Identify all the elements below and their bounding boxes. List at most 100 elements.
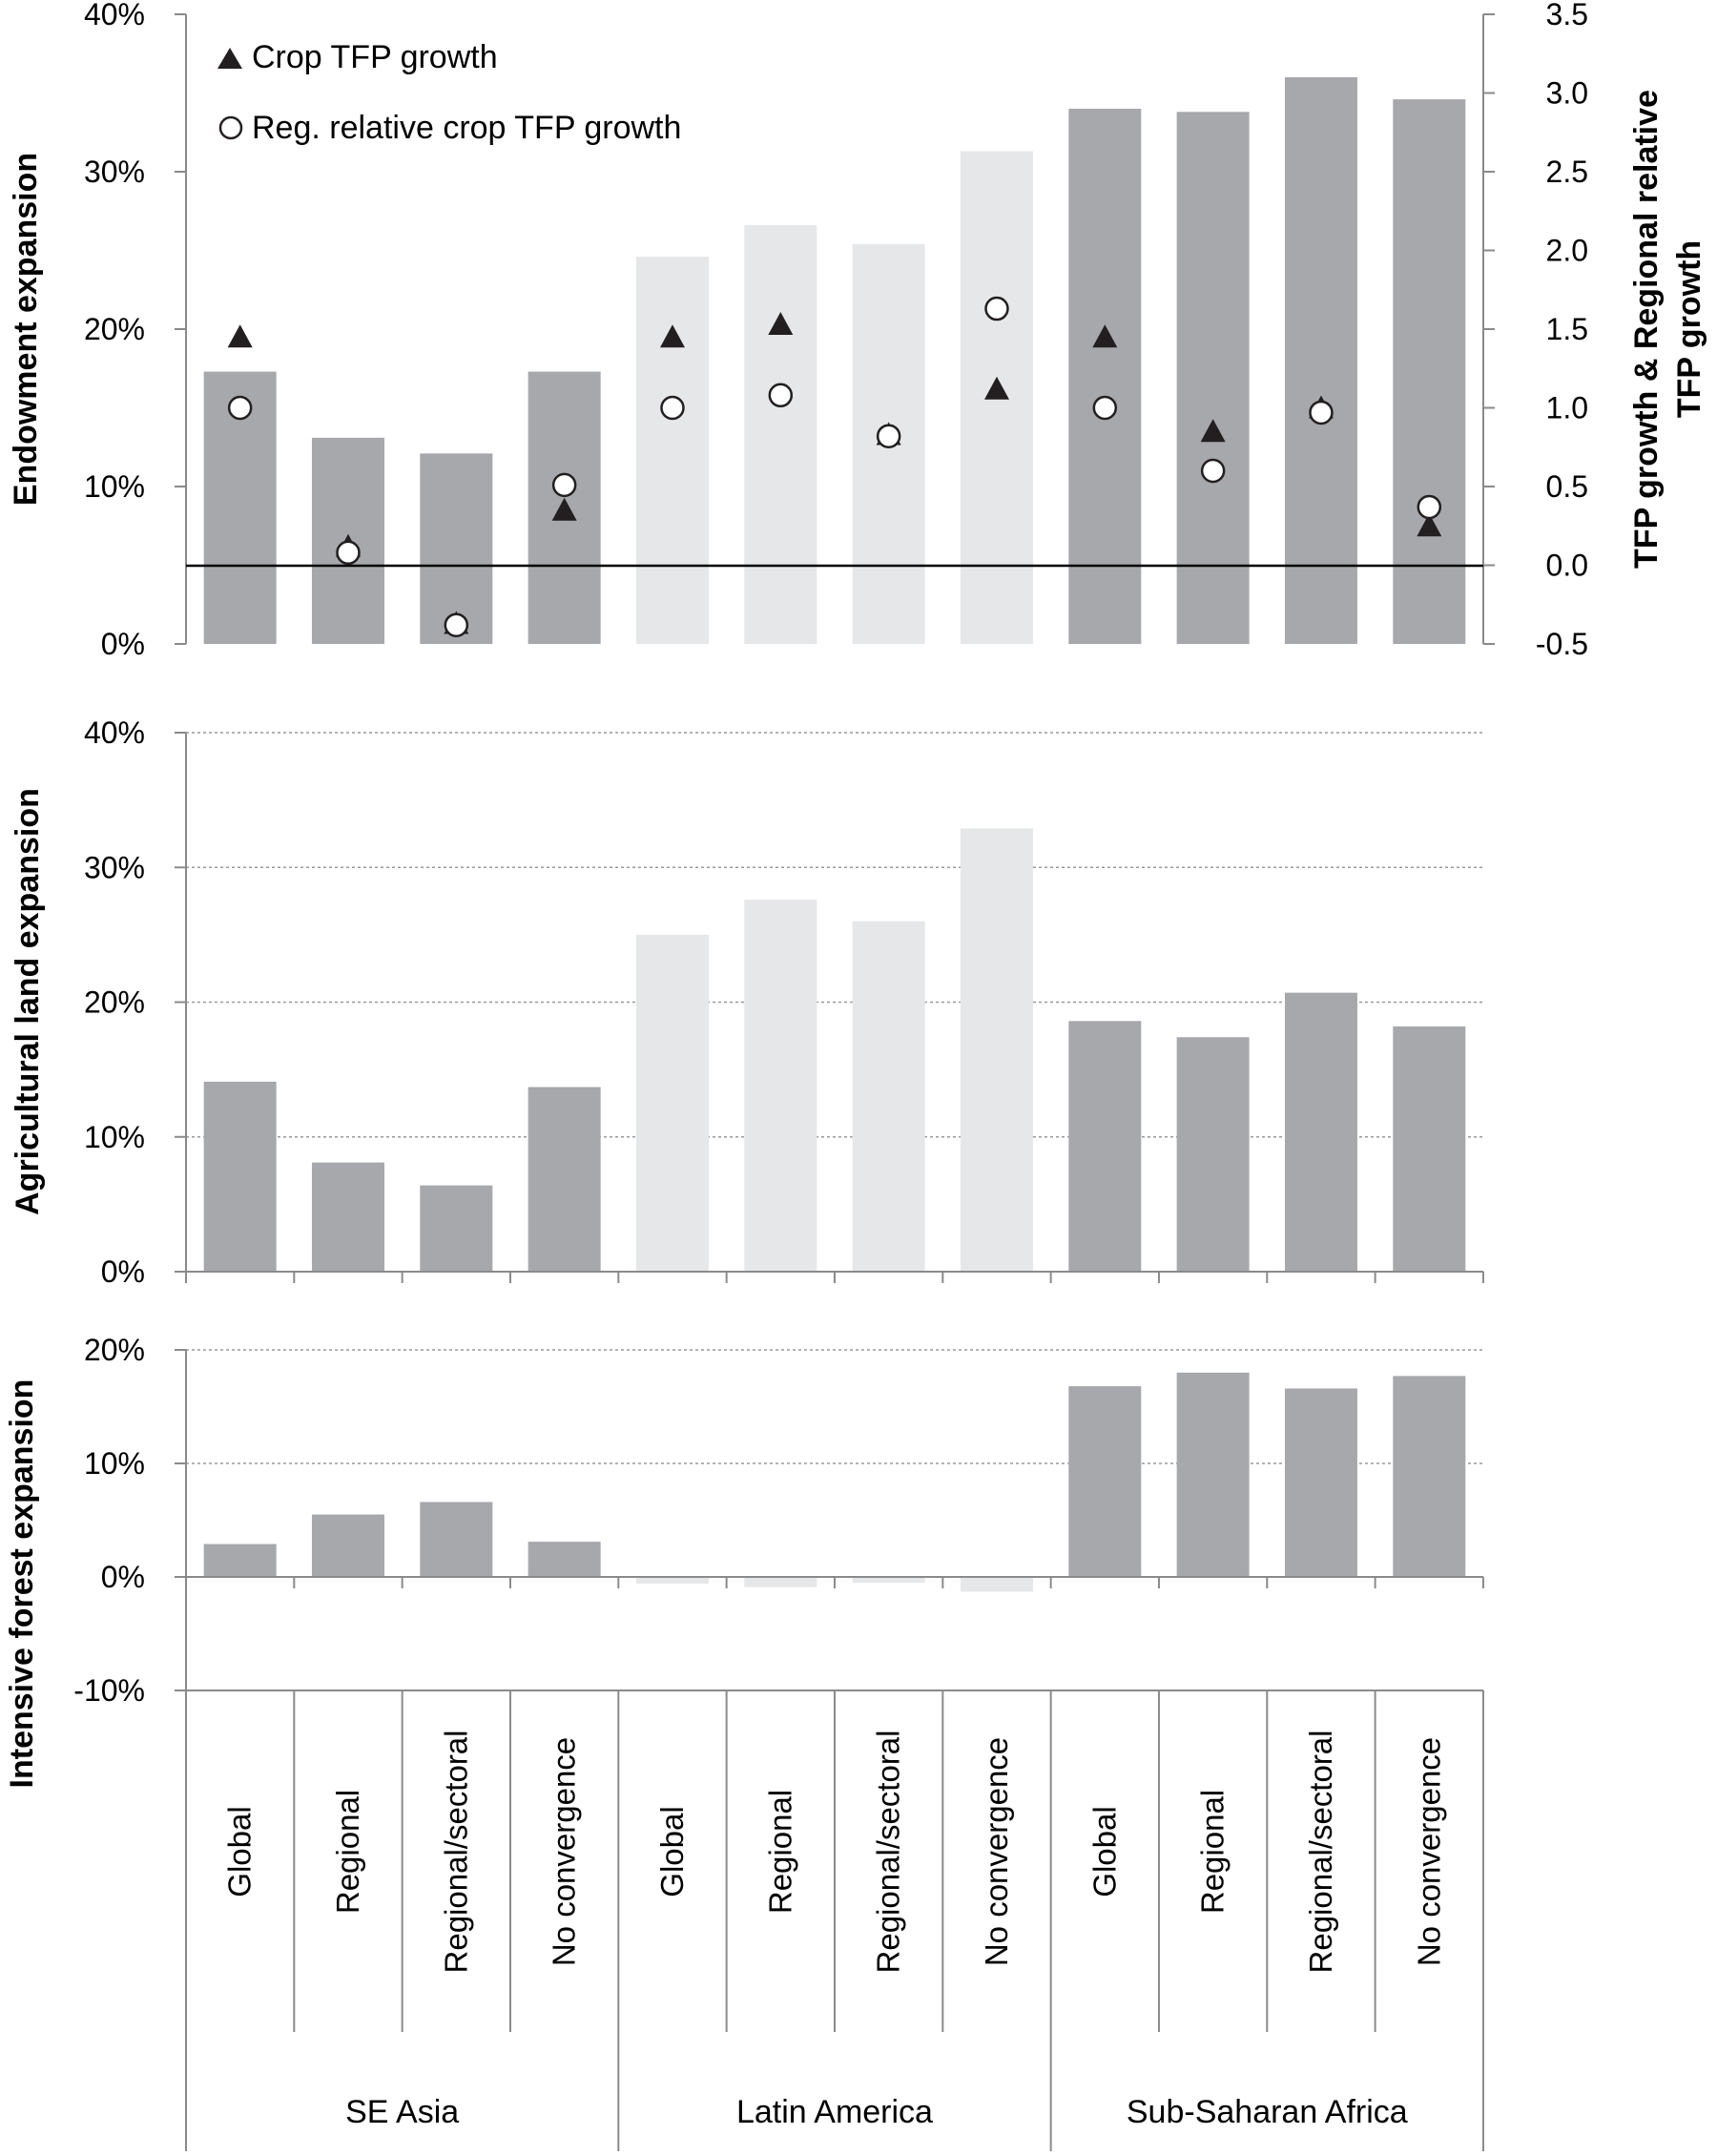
expansion-bar bbox=[528, 1542, 601, 1577]
legend-label-crop-tfp: Crop TFP growth bbox=[252, 39, 498, 75]
expansion-bar bbox=[960, 828, 1033, 1272]
expansion-bar bbox=[420, 1502, 493, 1577]
legend-triangle-icon bbox=[217, 48, 242, 69]
reg-relative-tfp-marker bbox=[336, 540, 361, 566]
expansion-bar bbox=[960, 1577, 1033, 1592]
expansion-bar bbox=[311, 1514, 384, 1577]
expansion-bar bbox=[203, 1544, 277, 1577]
panel3-y-ticks: -10% 0% 10% 20% bbox=[73, 1333, 186, 1708]
reg-relative-tfp-marker bbox=[1092, 395, 1118, 421]
endowment-bar bbox=[1393, 99, 1466, 645]
y-tick-label: 20% bbox=[84, 985, 145, 1020]
y2-tick-label: 1.0 bbox=[1546, 391, 1588, 425]
y-tick-label: 20% bbox=[84, 1333, 145, 1367]
reg-relative-tfp-marker bbox=[768, 383, 794, 408]
endowment-bar bbox=[744, 225, 817, 644]
category-label: Regional/sectoral bbox=[871, 1731, 906, 1974]
expansion-bar bbox=[1284, 992, 1357, 1272]
endowment-bar bbox=[1176, 112, 1250, 645]
expansion-bar bbox=[1176, 1372, 1250, 1577]
y-tick-label: 40% bbox=[84, 0, 145, 31]
reg-relative-tfp-marker bbox=[876, 424, 901, 448]
y2-tick-label: -0.5 bbox=[1536, 627, 1588, 661]
crop-tfp-marker bbox=[551, 497, 577, 521]
reg-relative-tfp-marker bbox=[444, 612, 469, 637]
panel1-y2-ticks: -0.5 0.0 0.5 1.0 1.5 2.0 2.5 3.0 3.5 bbox=[1483, 0, 1588, 661]
expansion-bar bbox=[1393, 1376, 1466, 1577]
legend-label-reg-relative: Reg. relative crop TFP growth bbox=[252, 110, 681, 146]
reg-relative-tfp-marker bbox=[660, 395, 685, 421]
expansion-bar bbox=[1068, 1021, 1142, 1272]
category-label: Regional bbox=[1195, 1790, 1231, 1914]
expansion-bar bbox=[1393, 1026, 1466, 1272]
crop-tfp-marker bbox=[1200, 419, 1226, 443]
y-tick-label: 10% bbox=[84, 1446, 145, 1481]
expansion-bar bbox=[1068, 1386, 1142, 1577]
category-label: No convergence bbox=[1411, 1737, 1446, 1966]
y-tick-label: -10% bbox=[73, 1673, 145, 1708]
panel1-y2-axis-title-line1: TFP growth & Regional relative bbox=[1628, 90, 1665, 569]
expansion-bar bbox=[852, 1577, 925, 1583]
category-label: Regional/sectoral bbox=[438, 1731, 473, 1974]
category-label: No convergence bbox=[979, 1737, 1014, 1966]
y-tick-label: 10% bbox=[84, 469, 145, 504]
crop-tfp-marker bbox=[983, 376, 1009, 400]
category-label: No convergence bbox=[547, 1737, 582, 1966]
y-tick-label: 0% bbox=[101, 1254, 145, 1289]
expansion-bar bbox=[1284, 1388, 1357, 1577]
legend: Crop TFP growth Reg. relative crop TFP g… bbox=[217, 39, 681, 146]
endowment-bar bbox=[1068, 109, 1142, 644]
y2-tick-label: 0.5 bbox=[1546, 469, 1588, 504]
reg-relative-tfp-marker bbox=[1309, 400, 1334, 425]
y-tick-label: 30% bbox=[84, 155, 145, 189]
y2-tick-label: 1.5 bbox=[1546, 312, 1588, 346]
category-label: Regional bbox=[330, 1790, 365, 1914]
panel3-bars bbox=[203, 1372, 1466, 1592]
reg-relative-tfp-marker bbox=[227, 395, 253, 421]
category-label: Regional/sectoral bbox=[1303, 1731, 1338, 1974]
crop-tfp-marker bbox=[768, 312, 794, 336]
endowment-bar bbox=[635, 257, 709, 644]
panel-agricultural-land: 0% 10% 20% 30% 40% Agricultural land expansi… bbox=[10, 715, 1483, 1289]
expansion-bar bbox=[1176, 1037, 1250, 1272]
expansion-bar bbox=[635, 934, 709, 1272]
panel3-y-axis-title: Intensive forest expansion bbox=[4, 1379, 40, 1789]
y-tick-label: 0% bbox=[101, 627, 145, 661]
category-label: Regional bbox=[762, 1790, 797, 1914]
crop-tfp-marker bbox=[659, 324, 685, 348]
crop-tfp-marker bbox=[1092, 324, 1118, 348]
panel2-y-ticks: 0% 10% 20% 30% 40% bbox=[84, 715, 186, 1289]
crop-tfp-marker bbox=[227, 324, 253, 348]
legend-circle-icon bbox=[218, 115, 243, 140]
category-label: Global bbox=[654, 1806, 690, 1897]
crop-tfp-marker bbox=[1417, 513, 1442, 537]
panel1-y2-axis-title-line2: TFP growth bbox=[1671, 240, 1707, 418]
y-tick-label: 10% bbox=[84, 1120, 145, 1154]
y-tick-label: 20% bbox=[84, 312, 145, 346]
y-tick-label: 30% bbox=[84, 850, 145, 884]
y2-tick-label: 3.0 bbox=[1546, 76, 1588, 111]
group-label: SE Asia bbox=[345, 2094, 459, 2130]
panel1-markers bbox=[227, 296, 1442, 637]
reg-relative-tfp-marker bbox=[1417, 494, 1442, 520]
category-label: Global bbox=[222, 1806, 258, 1897]
expansion-bar bbox=[420, 1185, 493, 1272]
panel-intensive-forest: -10% 0% 10% 20% Intensive forest expansion bbox=[4, 1333, 1483, 1788]
endowment-bar bbox=[1284, 77, 1357, 644]
y-tick-label: 40% bbox=[84, 715, 145, 750]
y2-tick-label: 2.5 bbox=[1546, 155, 1588, 189]
group-label: Sub-Saharan Africa bbox=[1127, 2094, 1408, 2130]
panel2-y-axis-title: Agricultural land expansion bbox=[10, 788, 46, 1215]
expansion-bar bbox=[528, 1087, 601, 1272]
expansion-bar bbox=[744, 1577, 817, 1587]
y-tick-label: 0% bbox=[101, 1560, 145, 1594]
expansion-bar bbox=[311, 1162, 384, 1272]
category-axis: Global Regional Regional/sectoral No conver… bbox=[185, 1271, 1484, 2151]
y2-tick-label: 0.0 bbox=[1546, 549, 1588, 583]
expansion-bar bbox=[852, 921, 925, 1272]
reg-relative-tfp-marker bbox=[551, 472, 577, 498]
y2-tick-label: 3.5 bbox=[1546, 0, 1588, 31]
expansion-bar bbox=[203, 1081, 277, 1272]
panel2-bars bbox=[203, 828, 1466, 1272]
expansion-bar bbox=[744, 900, 817, 1272]
